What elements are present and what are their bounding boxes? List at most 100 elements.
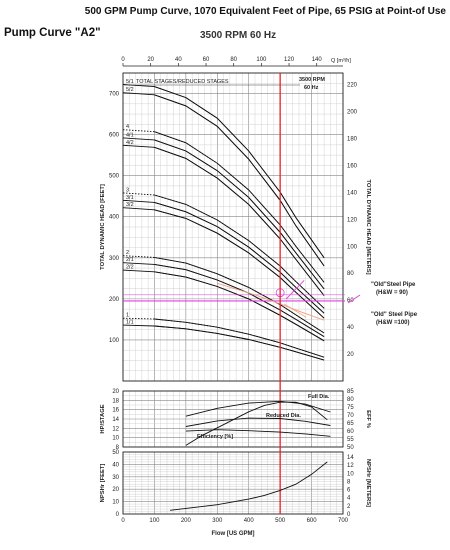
eff-tick-label: 80 — [347, 397, 354, 403]
npsh-meters-tick-label: 10 — [347, 471, 354, 477]
head-curve-solid-1 — [154, 318, 325, 358]
top-tick-label: 0 — [121, 57, 125, 63]
head-feet-tick-label: 200 — [109, 297, 120, 303]
annotation-sublabel: (H&W =100) — [376, 320, 410, 326]
head-feet-tick-label: 700 — [109, 92, 120, 98]
head-curve-solid-5-1 — [154, 86, 325, 259]
speed-label-rpm: 3500 RPM — [299, 77, 325, 83]
head-feet-tick-label: 300 — [109, 256, 120, 262]
top-tick-label: 40 — [175, 57, 182, 63]
head-curve-solid-2 — [154, 256, 325, 334]
top-tick-label: 120 — [284, 57, 295, 63]
top-tick-label: 140 — [312, 57, 323, 63]
head-feet-tick-label: 400 — [109, 215, 120, 221]
annotation-label: "Old"Steel Pipe — [371, 282, 416, 288]
head-curve-solid-4 — [154, 131, 325, 283]
flow-tick-label: 200 — [181, 518, 192, 524]
head-curve-solid-3 — [154, 194, 325, 309]
hp-tick-label: 14 — [112, 417, 119, 423]
head-curve-label: 2/2 — [126, 265, 134, 271]
npsh-meters-axis-label: NPSHr [METERS] — [365, 459, 371, 507]
speed-label-hz: 60 Hz — [304, 85, 319, 91]
flow-tick-label: 300 — [212, 518, 223, 524]
hp-tick-label: 8 — [116, 445, 120, 451]
head-feet-tick-label: 100 — [109, 338, 120, 344]
head-meters-tick-label: 40 — [347, 325, 354, 331]
speed-label: 3500 RPM 60 Hz — [200, 30, 277, 41]
hp-axis-label: HP/STAGE — [100, 404, 106, 433]
head-curve-solid-3-1 — [154, 201, 325, 314]
eff-tick-label: 85 — [347, 389, 354, 395]
plot-frame — [122, 390, 344, 448]
head-curve-label: 4/2 — [126, 140, 134, 146]
head-curve-label: 2 — [126, 250, 129, 256]
npsh-feet-tick-label: 30 — [112, 475, 119, 481]
head-meters-tick-label: 120 — [347, 217, 358, 223]
head-curve-label: 2/1 — [126, 257, 134, 263]
hp-tick-label: 10 — [112, 436, 119, 442]
head-curve-label: 4 — [126, 124, 129, 130]
npsh-meters-tick-label: 14 — [347, 455, 354, 461]
full-dia-label: Full Dia. — [308, 394, 330, 400]
plot-frame — [122, 72, 344, 382]
eff-tick-label: 60 — [347, 429, 354, 435]
power-curve-0 — [185, 400, 331, 417]
head-meters-tick-label: 20 — [347, 352, 354, 358]
hp-tick-label: 12 — [112, 426, 119, 432]
head-curve-label: 3/2 — [126, 202, 134, 208]
head-meters-axis-label: TOTAL DYNAMIC HEAD [METERS] — [365, 179, 371, 274]
eff-tick-label: 50 — [347, 445, 354, 451]
head-meters-tick-label: 100 — [347, 244, 358, 250]
head-curve-solid-4-1 — [154, 139, 325, 290]
head-curve-label: 5/2 — [126, 87, 134, 93]
eff-tick-label: 55 — [347, 437, 354, 443]
head-curve-solid-4-2 — [154, 146, 325, 296]
top-tick-label: 60 — [203, 57, 210, 63]
head-feet-tick-label: 600 — [109, 133, 120, 139]
head-curve-solid-2-2 — [154, 271, 325, 342]
npsh-meters-tick-label: 4 — [347, 496, 351, 502]
hp-tick-label: 18 — [112, 398, 119, 404]
npsh-feet-tick-label: 20 — [112, 487, 119, 493]
top-tick-label: 80 — [230, 57, 237, 63]
flow-tick-label: 0 — [121, 518, 125, 524]
operating-point-arrow — [285, 280, 305, 300]
system-curve-100 — [217, 282, 325, 321]
head-meters-tick-label: 80 — [347, 271, 354, 277]
npsh-feet-tick-label: 50 — [112, 450, 119, 456]
top-tick-label: 100 — [256, 57, 267, 63]
head-meters-tick-label: 200 — [347, 110, 358, 116]
npsh-curve — [170, 461, 328, 511]
npsh-feet-tick-label: 10 — [112, 500, 119, 506]
power-curve-1 — [185, 417, 331, 427]
annotation-label: "Old" Steel Pipe — [371, 312, 418, 318]
head-curve-solid-3-2 — [154, 209, 325, 319]
head-meters-tick-label: 180 — [347, 136, 358, 142]
eff-tick-label: 70 — [347, 413, 354, 419]
head-curve-label: 1/1 — [126, 320, 134, 326]
head-meters-tick-label: 220 — [347, 83, 358, 89]
head-curve-label: 5/1 — [126, 79, 134, 85]
power-curve-2 — [185, 401, 328, 446]
pump-curve-label: Pump Curve "A2" — [4, 27, 101, 39]
head-curve-label: 1 — [126, 313, 129, 319]
power-curve-extra — [185, 429, 331, 437]
hp-tick-label: 16 — [112, 408, 119, 414]
npsh-meters-tick-label: 6 — [347, 488, 351, 494]
head-curve-solid-5-2 — [154, 94, 325, 267]
annotation-sublabel: (H&W = 90) — [376, 290, 408, 296]
head-curve-label: 3 — [126, 187, 129, 193]
npsh-feet-axis-label: NPSHr [FEET] — [100, 464, 106, 503]
annotation-arrow — [347, 294, 361, 304]
stages-header: TOTAL STAGES/REDUCED STAGES — [136, 79, 229, 85]
hp-tick-label: 20 — [112, 389, 119, 395]
flow-tick-label: 400 — [244, 518, 255, 524]
operating-point-arrow-2 — [283, 303, 307, 318]
eff-axis-label: EFF % — [365, 410, 371, 428]
head-curve-solid-1-1 — [154, 325, 325, 361]
flow-tick-label: 700 — [338, 518, 349, 524]
flow-axis-label: Flow [US GPM] — [212, 531, 255, 537]
top-axis-label: Q [m³/h] — [331, 58, 351, 64]
reduced-dia-label: Reduced Dia. — [266, 413, 301, 419]
